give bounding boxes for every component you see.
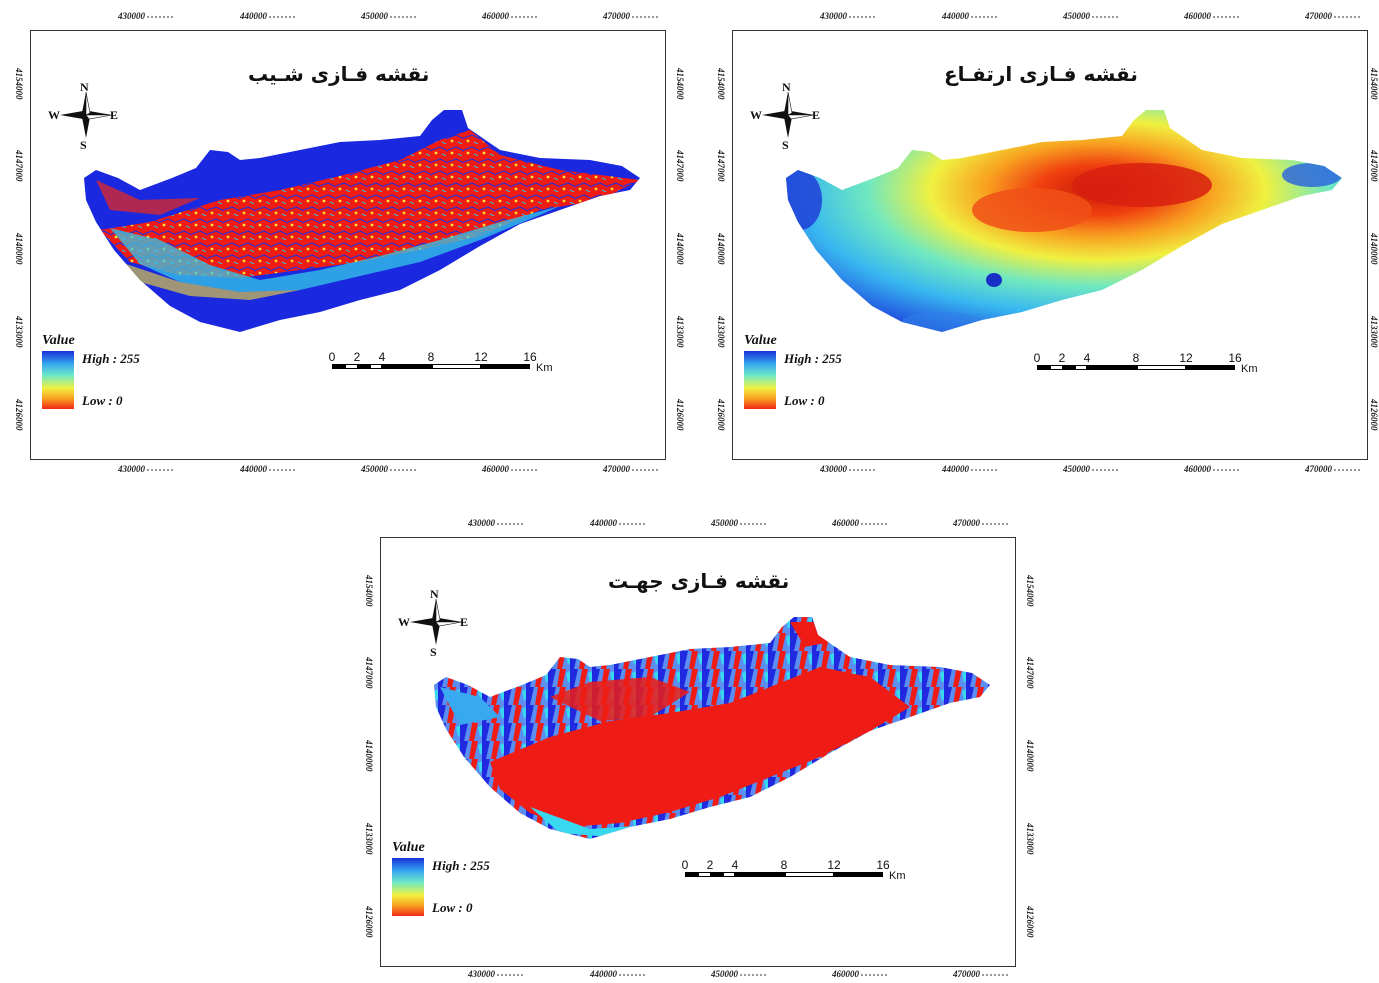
slope-map-panel: 430000 440000 450000 460000 470000 41540… [0, 0, 690, 474]
legend-color-ramp [392, 858, 424, 916]
legend-color-ramp [744, 351, 776, 409]
aspect-map-panel: 430000 440000 450000 460000 470000 41540… [350, 507, 1040, 983]
x-tick-bottom: 470000 [603, 464, 658, 474]
legend-title: Value [744, 333, 777, 348]
scale-label: 8 [427, 350, 435, 364]
compass-s: S [80, 138, 87, 152]
scale-label: 2 [706, 858, 714, 872]
x-tick-bottom: 430000 [118, 464, 173, 474]
x-tick-top: 440000 [240, 11, 295, 21]
x-tick-bottom: 450000 [1063, 464, 1118, 474]
scale-label: 8 [1132, 351, 1140, 365]
compass-s: S [430, 645, 437, 659]
scale-label: 0 [328, 350, 336, 364]
x-tick-bottom: 450000 [711, 969, 766, 979]
scale-label: 0 [1033, 351, 1041, 365]
map-legend: Value High : 255 Low : 0 [42, 333, 140, 409]
scale-unit: Km [1241, 363, 1258, 375]
scale-unit: Km [889, 870, 906, 882]
legend-low: Low : 0 [82, 393, 123, 408]
elevation-map-panel: 430000 440000 450000 460000 470000 41540… [702, 0, 1379, 474]
x-tick-top: 450000 [1063, 11, 1118, 21]
x-tick-bottom: 450000 [361, 464, 416, 474]
legend-title: Value [42, 333, 75, 348]
scale-label: 8 [780, 858, 788, 872]
compass-w: W [48, 108, 60, 122]
map-title: نقشه فـازی جهـت [608, 569, 790, 593]
x-tick-bottom: 460000 [482, 464, 537, 474]
map-legend: Value High : 255 Low : 0 [392, 840, 490, 916]
compass-n: N [430, 587, 439, 601]
x-tick-bottom: 430000 [820, 464, 875, 474]
legend-high: High : 255 [784, 351, 842, 366]
x-tick-bottom: 460000 [1184, 464, 1239, 474]
scale-label: 12 [474, 350, 488, 364]
x-tick-top: 430000 [820, 11, 875, 21]
north-arrow-icon: N S W E [396, 587, 476, 659]
x-tick-top: 440000 [942, 11, 997, 21]
scale-label: 16 [876, 858, 890, 872]
x-tick-top: 470000 [603, 11, 658, 21]
x-tick-top: 470000 [953, 518, 1008, 528]
compass-n: N [782, 80, 791, 94]
compass-w: W [750, 108, 762, 122]
x-tick-top: 430000 [468, 518, 523, 528]
compass-s: S [782, 138, 789, 152]
x-tick-top: 460000 [832, 518, 887, 528]
legend-color-ramp [42, 351, 74, 409]
scale-label: 16 [523, 350, 537, 364]
scale-label: 2 [1058, 351, 1066, 365]
x-tick-top: 470000 [1305, 11, 1360, 21]
compass-e: E [812, 108, 821, 122]
x-tick-bottom: 440000 [240, 464, 295, 474]
legend-low: Low : 0 [432, 900, 473, 915]
x-tick-bottom: 470000 [1305, 464, 1360, 474]
compass-n: N [80, 80, 89, 94]
x-tick-top: 460000 [1184, 11, 1239, 21]
x-tick-bottom: 440000 [590, 969, 645, 979]
slope-raster [84, 110, 640, 332]
x-tick-bottom: 440000 [942, 464, 997, 474]
legend-title: Value [392, 840, 425, 855]
scale-label: 4 [731, 858, 739, 872]
x-tick-bottom: 430000 [468, 969, 523, 979]
legend-high: High : 255 [432, 858, 490, 873]
north-arrow-icon: N S W E [748, 80, 828, 152]
compass-w: W [398, 615, 410, 629]
x-tick-top: 440000 [590, 518, 645, 528]
legend-low: Low : 0 [784, 393, 825, 408]
x-tick-bottom: 460000 [832, 969, 887, 979]
scale-label: 12 [827, 858, 841, 872]
scale-label: 12 [1179, 351, 1193, 365]
compass-e: E [110, 108, 119, 122]
aspect-raster [434, 617, 990, 839]
scale-label: 0 [681, 858, 689, 872]
map-title: نقشه فـازی شـیب [248, 62, 430, 86]
scale-label: 2 [353, 350, 361, 364]
map-title: نقشه فـازی ارتفـاع [944, 62, 1138, 86]
x-tick-bottom: 470000 [953, 969, 1008, 979]
x-tick-top: 460000 [482, 11, 537, 21]
map-legend: Value High : 255 Low : 0 [744, 333, 842, 409]
x-tick-top: 430000 [118, 11, 173, 21]
x-tick-top: 450000 [711, 518, 766, 528]
scale-label: 16 [1228, 351, 1242, 365]
scale-label: 4 [1083, 351, 1091, 365]
scale-label: 4 [378, 350, 386, 364]
north-arrow-icon: N S W E [46, 80, 126, 152]
compass-e: E [460, 615, 469, 629]
x-tick-top: 450000 [361, 11, 416, 21]
scale-bar: 0 2 4 8 12 16 Km [681, 858, 915, 884]
legend-high: High : 255 [82, 351, 140, 366]
elevation-raster [786, 110, 1342, 332]
scale-unit: Km [536, 362, 553, 374]
scale-bar: 0 2 4 8 12 16 Km [1033, 351, 1267, 377]
scale-bar: 0 2 4 8 12 16 Km [328, 350, 562, 376]
